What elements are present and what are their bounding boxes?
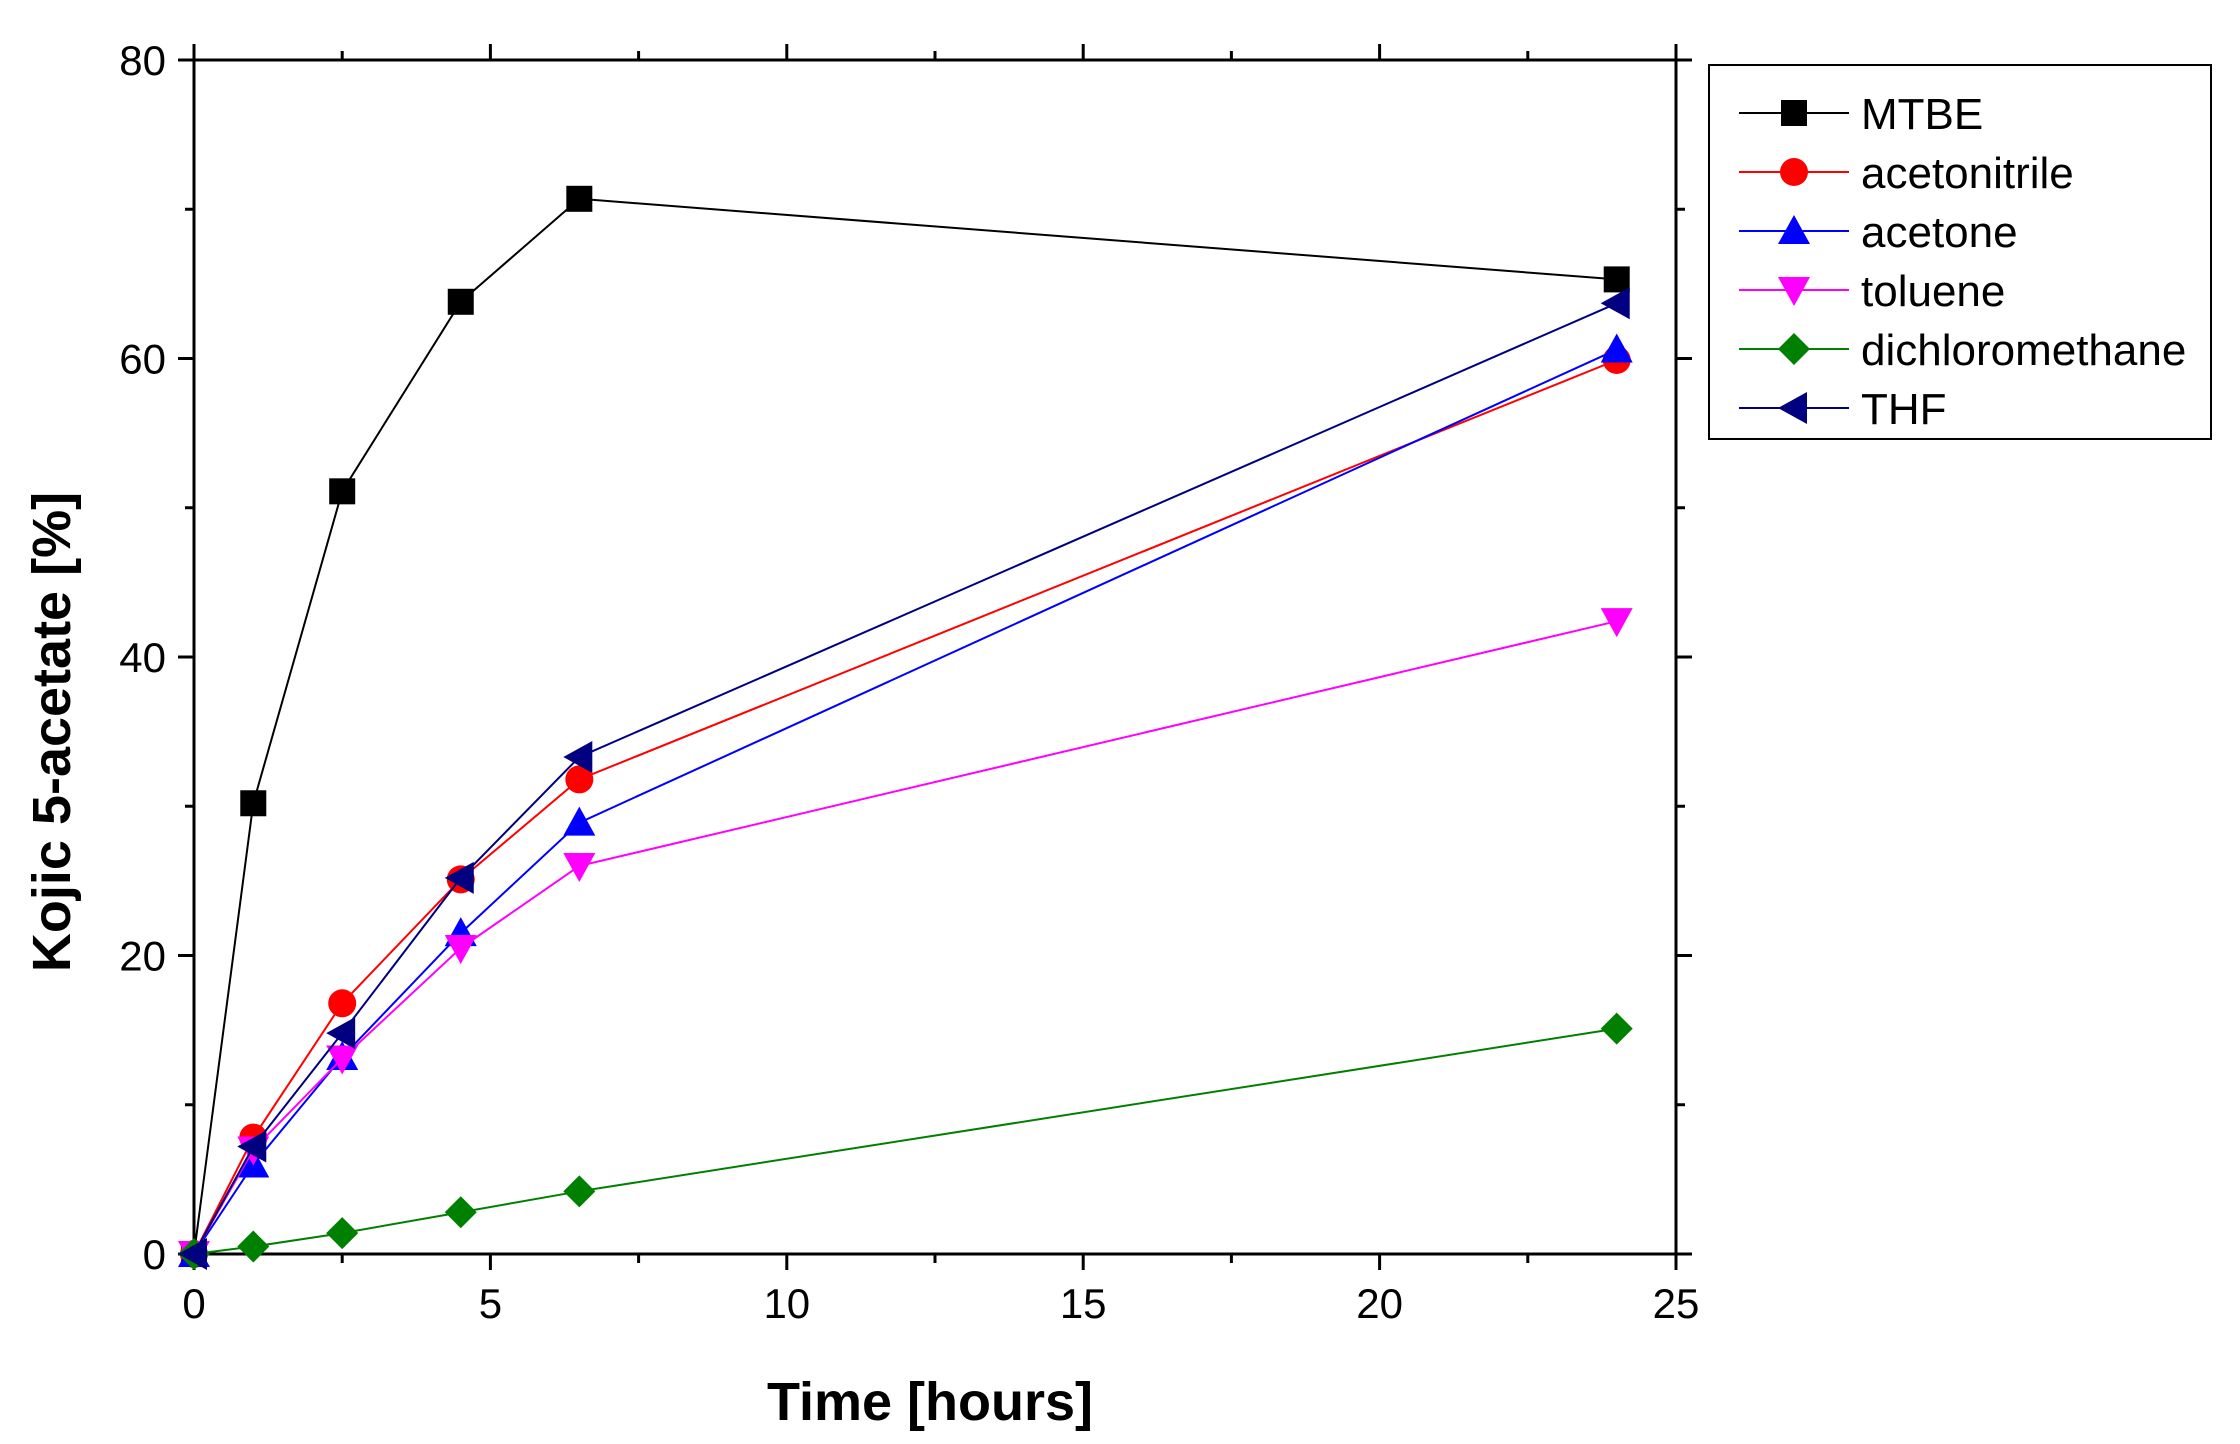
data-point-acetonitrile — [565, 765, 594, 794]
legend-item-toluene: toluene — [1739, 267, 2005, 316]
legend: MTBE acetonitrile acetone toluene dichlorome… — [1708, 64, 2212, 440]
x-axis-title: Time [hours] — [767, 1372, 1093, 1432]
series-thf — [178, 287, 1630, 1270]
x-tick-label: 5 — [479, 1280, 502, 1327]
data-point-dichloromethane — [326, 1217, 359, 1250]
legend-label: acetonitrile — [1861, 149, 2074, 198]
legend-marker — [1778, 277, 1810, 306]
data-point-toluene — [1600, 608, 1633, 638]
data-point-thf — [444, 861, 474, 894]
legend-label: MTBE — [1861, 90, 1983, 139]
y-tick-label: 0 — [143, 1231, 166, 1278]
series-layer — [178, 185, 1633, 1270]
y-tick-label: 40 — [119, 634, 166, 681]
series-line-acetonitrile — [193, 359, 1618, 1255]
series-line-thf — [193, 302, 1618, 1255]
x-tick-label: 10 — [763, 1280, 810, 1327]
data-point-thf — [178, 1238, 207, 1270]
data-point-toluene — [326, 1045, 359, 1075]
data-point-thf — [326, 1017, 356, 1050]
data-point-mtbe — [447, 288, 474, 315]
legend-label: THF — [1861, 385, 1947, 434]
legend-label: acetone — [1861, 208, 2018, 257]
series-acetonitrile — [180, 345, 1631, 1268]
y-tick-label: 20 — [119, 933, 166, 980]
data-point-dichloromethane — [444, 1196, 477, 1229]
legend-marker — [1778, 333, 1810, 365]
legend-marker — [1780, 158, 1808, 186]
legend-marker — [1781, 100, 1807, 126]
series-line-mtbe — [193, 197, 1617, 1255]
legend-label: dichloromethane — [1861, 326, 2186, 375]
data-point-thf — [563, 740, 593, 773]
legend-item-acetonitrile: acetonitrile — [1739, 149, 2074, 198]
series-line-dichloromethane — [193, 1027, 1617, 1255]
y-tick-label: 80 — [119, 37, 166, 84]
data-point-acetone — [563, 806, 596, 836]
legend-marker — [1778, 215, 1810, 244]
x-tick-label: 20 — [1356, 1280, 1403, 1327]
data-point-acetone — [1600, 333, 1633, 363]
data-point-thf — [237, 1130, 267, 1163]
legend-marker — [1778, 392, 1807, 424]
plot-frame — [192, 58, 1678, 1256]
data-point-acetonitrile — [328, 989, 357, 1018]
data-point-mtbe — [566, 185, 593, 212]
legend-item-dichloromethane: dichloromethane — [1739, 326, 2186, 375]
x-tick-label: 25 — [1653, 1280, 1700, 1327]
legend-box — [1708, 64, 2212, 440]
series-dichloromethane — [178, 1012, 1633, 1270]
series-line-acetone — [193, 348, 1618, 1255]
legend-item-acetone: acetone — [1739, 208, 2018, 257]
x-tick-label: 15 — [1060, 1280, 1107, 1327]
data-point-toluene — [444, 935, 477, 965]
data-point-dichloromethane — [237, 1230, 270, 1263]
series-mtbe — [181, 185, 1630, 1267]
series-toluene — [178, 608, 1633, 1270]
legend-label: toluene — [1861, 267, 2005, 316]
series-acetone — [178, 333, 1633, 1267]
data-point-dichloromethane — [1600, 1012, 1633, 1045]
legend-item-mtbe: MTBE — [1739, 90, 1983, 139]
axes: 0 5 10 15 20 25 0 20 40 60 80 — [119, 37, 1699, 1327]
data-point-thf — [1600, 287, 1630, 320]
x-tick-label: 0 — [182, 1280, 205, 1327]
y-tick-label: 60 — [119, 336, 166, 383]
data-point-mtbe — [329, 478, 356, 505]
data-point-mtbe — [240, 790, 267, 817]
y-axis-title: Kojic 5-acetate [%] — [22, 492, 82, 972]
series-line-toluene — [193, 620, 1617, 1255]
legend-item-thf: THF — [1739, 385, 1947, 434]
data-point-mtbe — [1603, 266, 1630, 293]
data-point-toluene — [563, 852, 596, 882]
data-point-dichloromethane — [563, 1175, 596, 1208]
